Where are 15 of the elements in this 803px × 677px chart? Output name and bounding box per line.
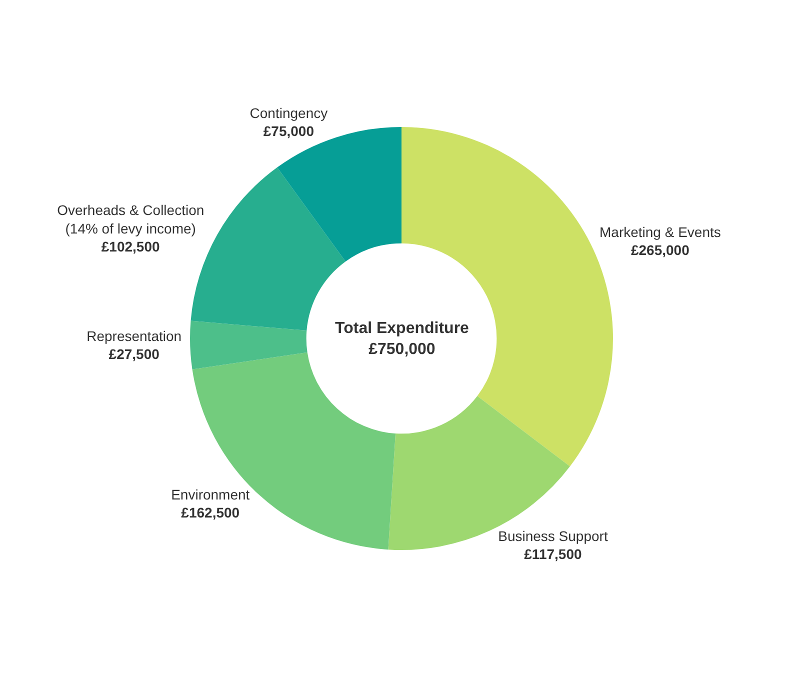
data-label: £27,500 xyxy=(108,346,160,362)
slice-label: Overheads & Collection (14% of levy income) xyxy=(57,202,204,236)
slice-label: Environment xyxy=(171,486,250,502)
text: £750,000 xyxy=(368,340,436,358)
slice-label: Representation xyxy=(86,328,182,344)
donut-slice xyxy=(190,320,308,370)
slice-label: Business Support xyxy=(498,528,608,544)
text: Total Expenditure xyxy=(335,320,470,337)
data-label: £162,500 xyxy=(181,504,240,521)
slice-label: Marketing & Events xyxy=(599,224,721,240)
data-label: £265,000 xyxy=(630,242,690,258)
slice-label: Contingency xyxy=(250,104,328,121)
data-label: £117,500 xyxy=(524,546,582,562)
data-label: £75,000 xyxy=(263,122,314,139)
data-label: £102,500 xyxy=(101,238,160,255)
